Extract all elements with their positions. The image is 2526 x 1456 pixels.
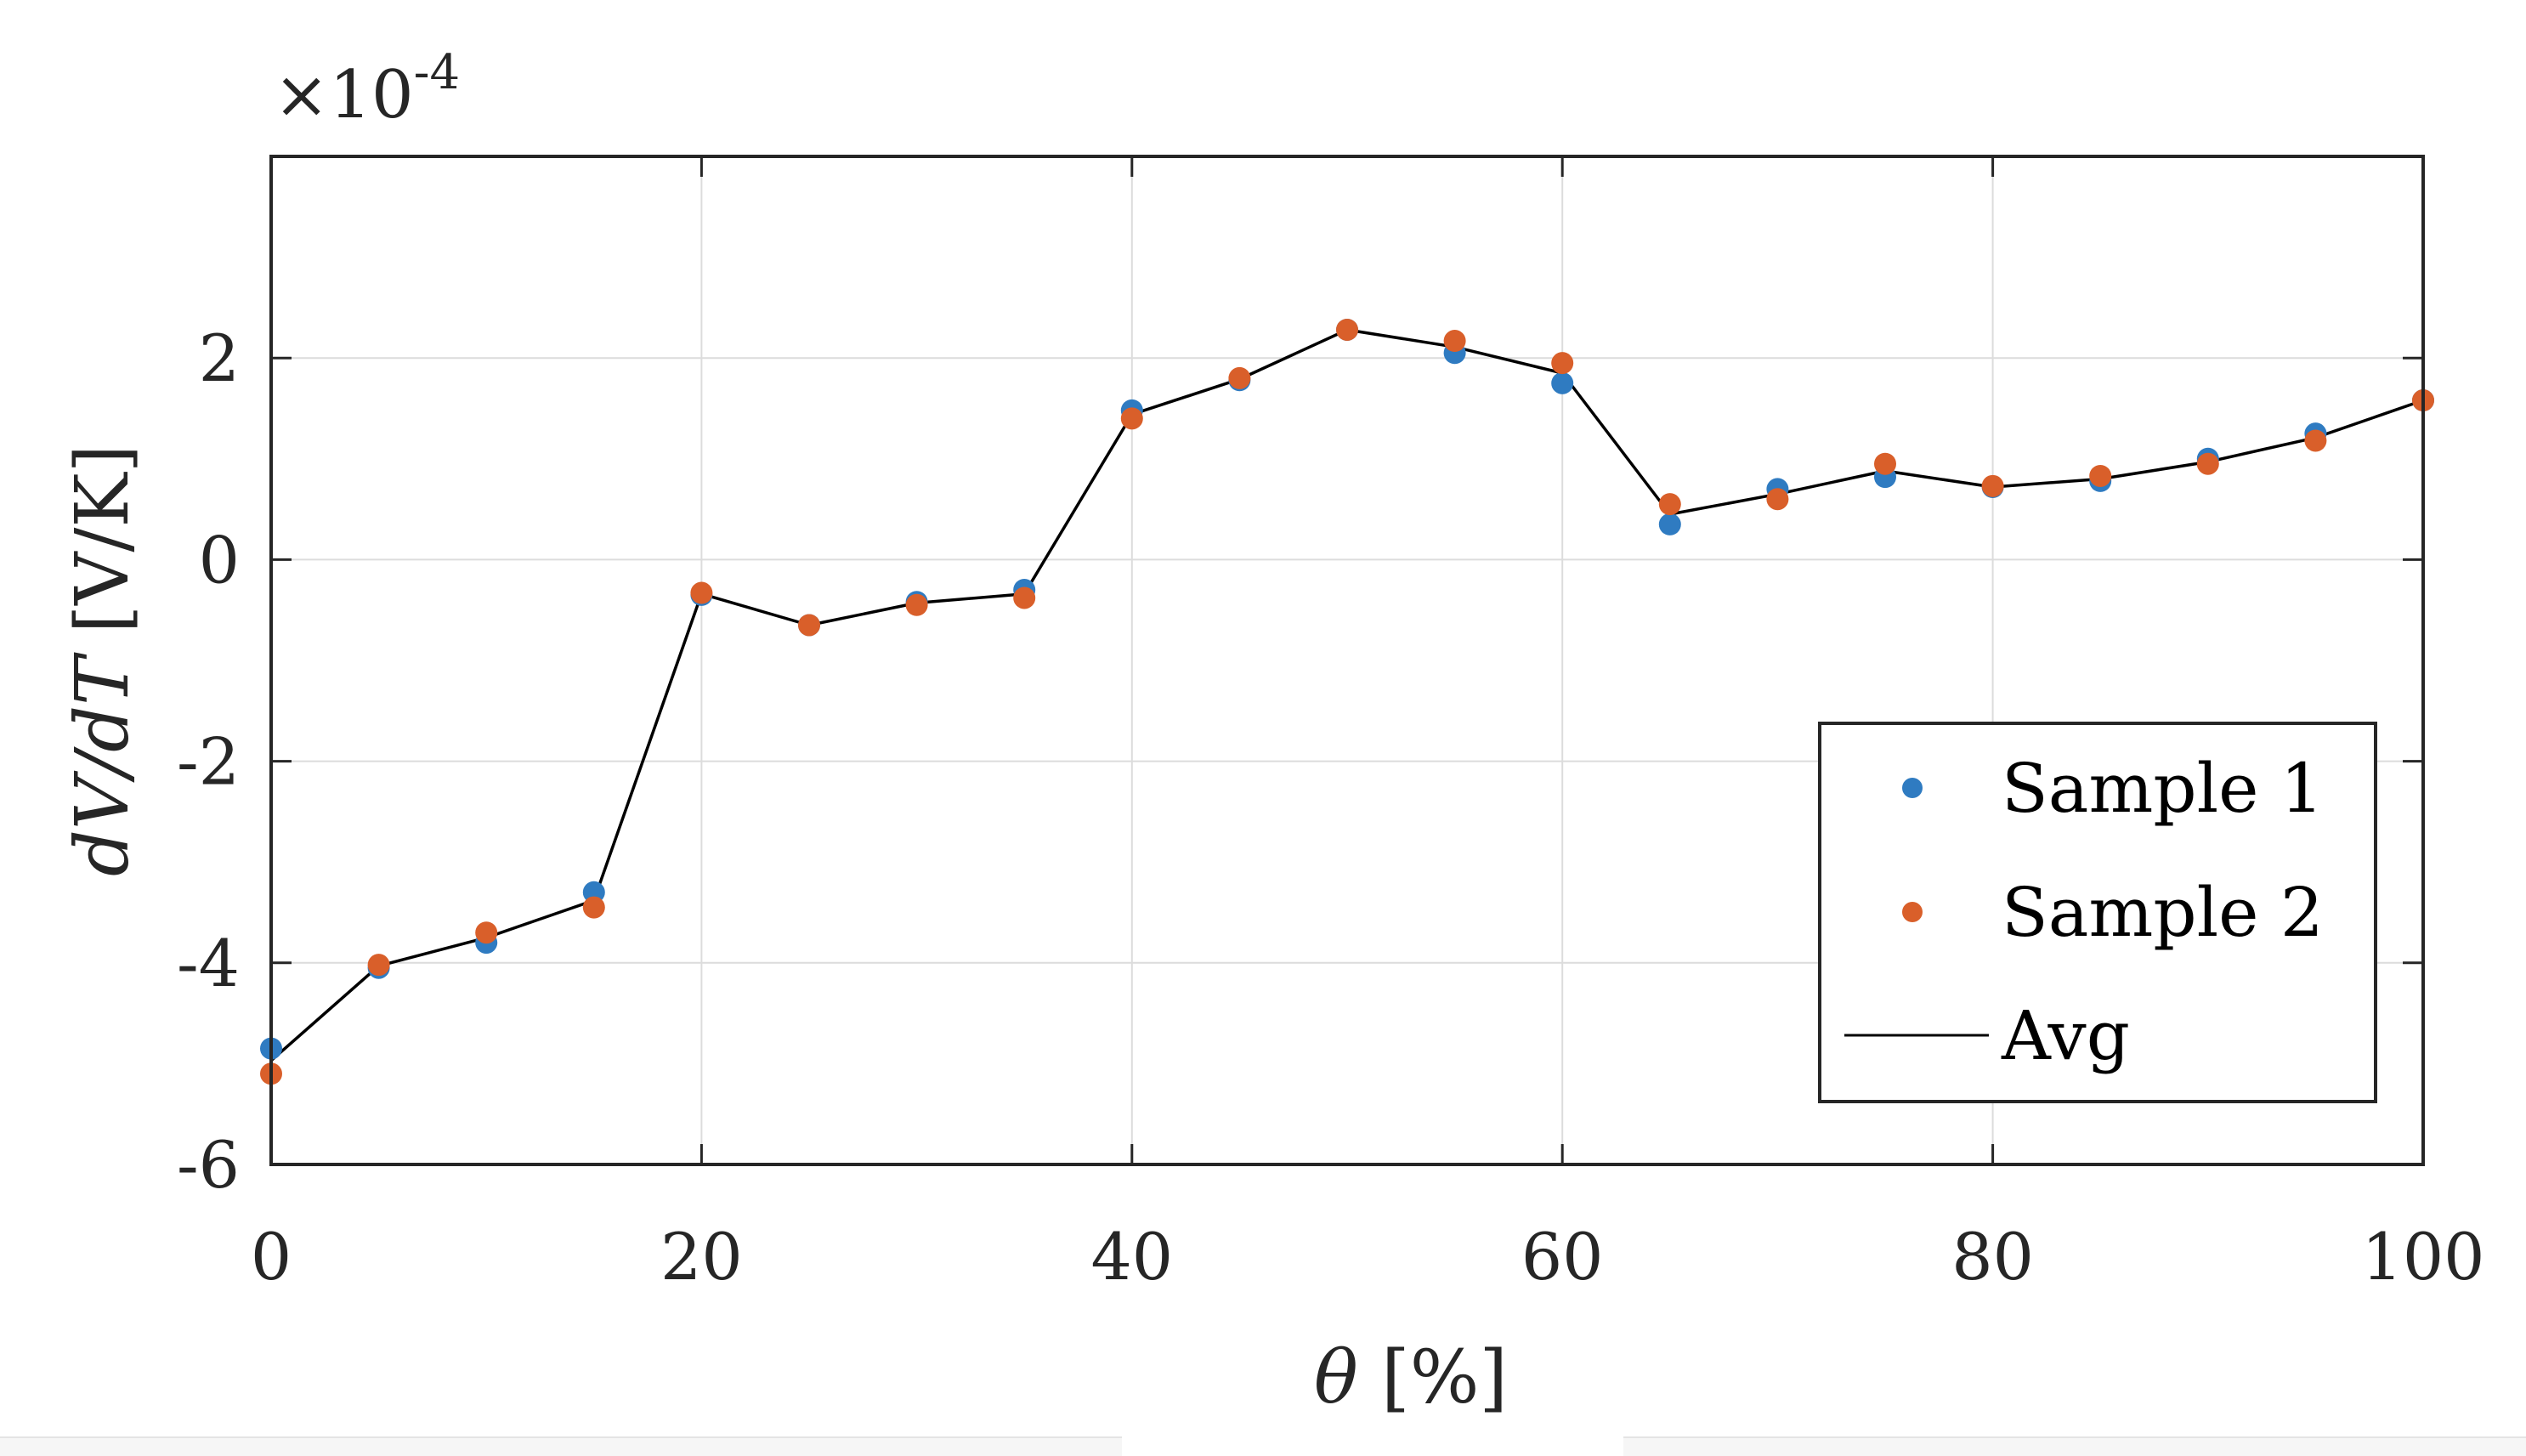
y-multiplier-exponent: -4	[414, 45, 461, 100]
data-point-sample-2	[1658, 493, 1681, 516]
data-point-sample-2	[367, 954, 390, 977]
y-multiplier-base: ×10	[274, 57, 414, 133]
data-point-sample-2	[1874, 452, 1896, 475]
y-tick-label: 2	[199, 320, 240, 396]
sample-points	[260, 318, 2434, 1085]
data-point-sample-2	[2089, 464, 2112, 487]
data-point-sample-2	[1766, 488, 1789, 511]
data-point-sample-1	[1658, 513, 1681, 535]
legend-label-sample-1: Sample 1	[2002, 749, 2324, 828]
y-axis-unit: [V/K]	[60, 445, 145, 633]
data-point-sample-2	[905, 593, 928, 616]
plot-frame	[269, 155, 2425, 1166]
legend: Sample 1 Sample 2 Avg	[1818, 722, 2377, 1103]
legend-label-sample-2: Sample 2	[2002, 873, 2324, 952]
data-point-sample-2	[582, 896, 605, 919]
data-point-sample-2	[1013, 586, 1036, 609]
x-axis-label: θ [%]	[1314, 1335, 1508, 1420]
x-tick-label: 40	[1090, 1219, 1173, 1295]
data-point-sample-2	[1443, 330, 1466, 353]
series-2-points	[260, 318, 2434, 1085]
bottom-strip-right	[1623, 1436, 2526, 1456]
x-tick-label: 0	[251, 1219, 292, 1295]
y-tick-label: -2	[177, 724, 240, 800]
data-point-sample-1	[1551, 371, 1574, 394]
x-axis-unit: [%]	[1381, 1335, 1508, 1420]
data-point-sample-2	[2196, 452, 2219, 475]
y-tick-labels: -6 -4 -2 0 2	[177, 320, 240, 1203]
data-point-sample-2	[1981, 474, 2004, 497]
y-axis-symbol: dV/dT	[60, 652, 145, 876]
y-multiplier: ×10-4	[274, 45, 460, 133]
tick-marks	[269, 156, 2425, 1166]
x-tick-label: 80	[1951, 1219, 2034, 1295]
x-tick-label: 20	[660, 1219, 743, 1295]
x-tick-labels: 0 20 40 60 80 100	[251, 1219, 2485, 1295]
bottom-strip-left	[0, 1436, 1122, 1456]
legend-label-avg: Avg	[2001, 996, 2130, 1075]
data-point-sample-1	[582, 881, 605, 904]
y-tick-label: -4	[177, 926, 240, 1001]
y-tick-label: 0	[199, 522, 240, 598]
legend-marker-sample-1	[1902, 778, 1923, 798]
data-point-sample-2	[690, 581, 713, 604]
data-point-sample-2	[798, 614, 820, 637]
y-tick-label: -6	[177, 1127, 240, 1203]
data-point-sample-2	[1228, 366, 1251, 389]
x-tick-label: 60	[1521, 1219, 1604, 1295]
data-point-sample-2	[1336, 318, 1358, 341]
data-point-sample-2	[1551, 352, 1574, 375]
data-point-sample-2	[1120, 407, 1143, 430]
data-point-sample-2	[475, 921, 498, 944]
legend-marker-sample-2	[1902, 902, 1923, 922]
data-point-sample-2	[2304, 429, 2327, 452]
y-axis-label: dV/dT [V/K]	[60, 445, 145, 876]
x-axis-symbol: θ	[1314, 1335, 1358, 1420]
x-tick-label: 100	[2361, 1219, 2484, 1295]
